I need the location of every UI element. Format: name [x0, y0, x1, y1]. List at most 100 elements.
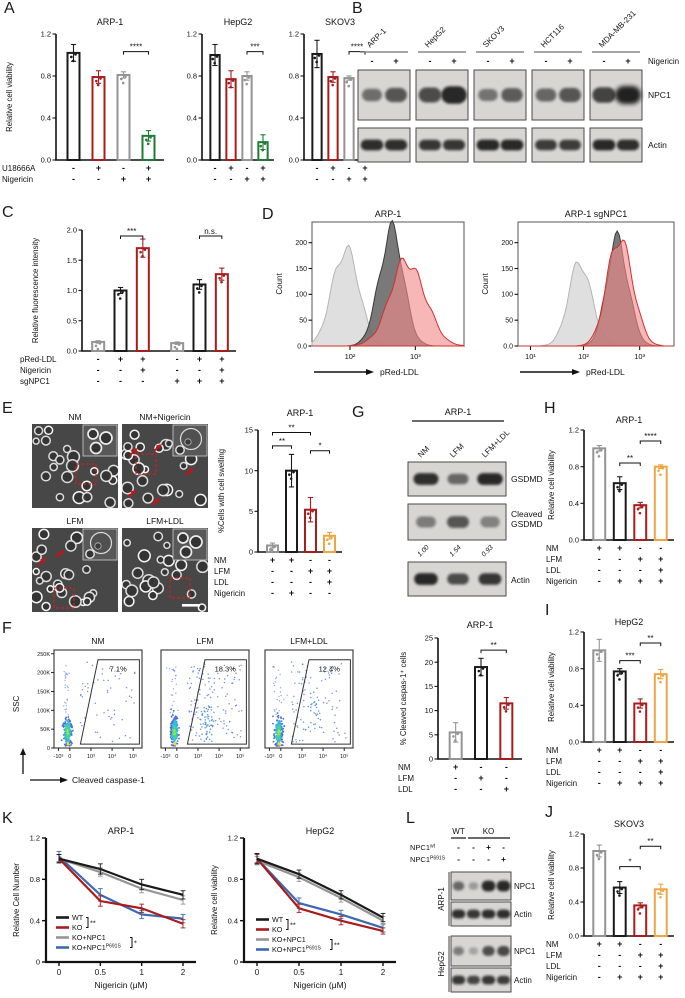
sig-label: **** [130, 43, 142, 52]
condition-sign: - [598, 576, 601, 586]
chart-a-arp1: 0.0 0.4 0.8 1.2 ARP-1 Relative cell viability… [2, 17, 164, 184]
cell-dot [170, 744, 173, 746]
y-tick-label: 0 [47, 746, 50, 752]
bar [225, 78, 237, 161]
cell-dot [206, 710, 209, 712]
data-point [196, 287, 199, 290]
cell [32, 590, 43, 604]
condition-sign: - [97, 365, 100, 375]
cell-dot [101, 673, 104, 675]
cell-dot [190, 704, 192, 706]
cell-dot [330, 672, 333, 674]
cell-dot [113, 724, 115, 726]
cell [175, 445, 185, 455]
arrow-head [130, 490, 136, 495]
cell-dot [275, 708, 277, 710]
cell [85, 549, 95, 559]
cell-dot [309, 692, 312, 695]
cell-dot [273, 729, 276, 732]
data-point [259, 144, 263, 148]
cell-dot [239, 736, 242, 738]
data-point [595, 653, 599, 656]
y-tick-label: 150K [37, 689, 50, 695]
cell-dot [228, 721, 231, 723]
data-point [331, 83, 334, 87]
cell-dot [310, 721, 312, 724]
y-tick-label: 0.4 [30, 916, 40, 925]
cell-dot [280, 739, 283, 741]
cell-dot [175, 666, 177, 668]
micro-image-lfm-ldl [122, 528, 208, 612]
cell-dot [324, 697, 327, 699]
sig-bracket [348, 51, 366, 55]
cell [156, 555, 165, 564]
condition-sign: - [290, 577, 293, 587]
cell [82, 597, 92, 606]
cell-dot [65, 702, 67, 704]
cell-dot [170, 730, 173, 733]
cell-dot [67, 686, 69, 689]
condition-sign: - [618, 767, 621, 777]
cell-dot [276, 719, 278, 722]
condition-sign: - [639, 961, 642, 971]
y-axis-label: Count [275, 273, 284, 295]
cell-dot [175, 720, 177, 723]
cell-dot [65, 673, 68, 675]
cell-dot [218, 717, 221, 720]
data-point [197, 291, 201, 294]
legend-label: KO+NPC1P691S [272, 945, 321, 954]
cell-dot [281, 722, 283, 725]
cell-dot [170, 726, 173, 729]
panel-label-d: D [262, 206, 274, 223]
cell-dot [209, 688, 211, 690]
cell-dot [278, 739, 280, 742]
condition-sign: - [598, 950, 601, 960]
cell-dot [86, 661, 88, 664]
bar [592, 649, 607, 743]
cell-line-label: ARP-1 [365, 26, 388, 49]
data-point [292, 470, 295, 474]
cell-dot [331, 706, 334, 708]
cell-dot [234, 698, 236, 701]
cell-dot [211, 691, 214, 693]
sig-label: ** [627, 454, 633, 463]
data-point [247, 76, 251, 79]
bar [633, 904, 648, 938]
data-point [99, 77, 102, 80]
treatment-sign: - [371, 56, 374, 66]
micro-title-lfm-ldl: LFM+LDL [146, 516, 184, 526]
cell-dot [232, 667, 234, 670]
cell-dot [277, 712, 279, 715]
data-point [141, 254, 144, 258]
condition-sign: - [598, 756, 601, 766]
cell-dot [192, 670, 195, 672]
blot-band [360, 139, 384, 151]
cell-dot [315, 714, 318, 717]
data-point [345, 80, 349, 84]
cell-dot [210, 733, 213, 736]
cell-dot [318, 726, 321, 728]
cell-dot [118, 737, 121, 740]
chart-h-arp1: 0.0 0.4 0.8 1.2 ARP-1 Relative cell viability… [546, 415, 674, 586]
bar [135, 247, 150, 352]
cell [87, 428, 99, 440]
bar [327, 76, 339, 161]
y-tick-label: 100 [501, 292, 513, 299]
cell-dot [175, 723, 177, 726]
scatter-points [166, 662, 243, 747]
cell-dot [113, 713, 116, 716]
blot-band [481, 975, 496, 985]
cell [35, 576, 44, 585]
cell-dot [225, 710, 227, 712]
data-point [599, 650, 603, 654]
cell-line-label: HepG2 [423, 25, 448, 50]
cell-dot [310, 706, 312, 709]
cell-dot [173, 670, 175, 672]
y-axis-label: % Cleaved caspas-1⁺ cells [399, 652, 408, 745]
cell-dot [217, 723, 219, 726]
blot-band [447, 473, 469, 485]
cell-dot [205, 726, 208, 728]
